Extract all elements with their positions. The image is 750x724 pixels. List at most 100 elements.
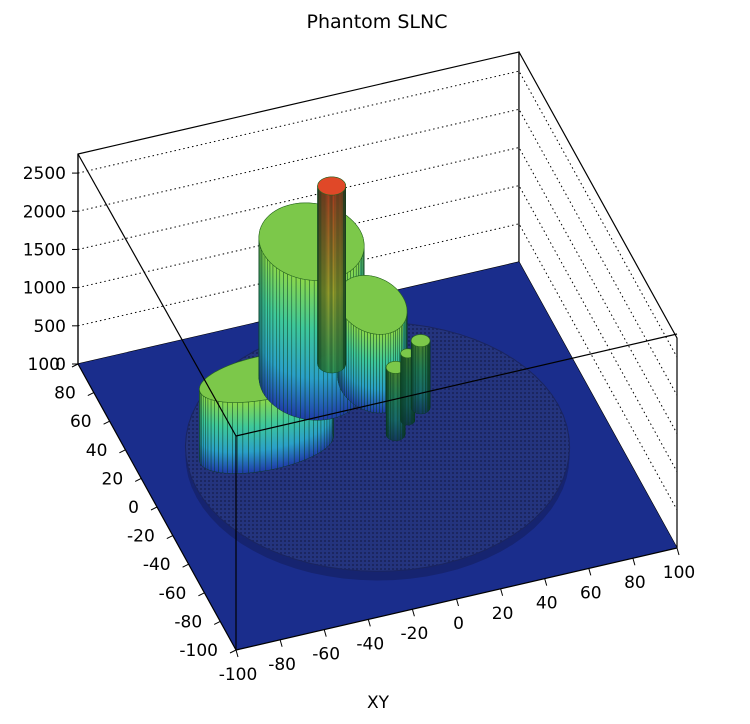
y-tick [71, 363, 79, 368]
x-tick [456, 598, 459, 607]
y-tick [229, 649, 237, 654]
right-lobe-facet [361, 329, 365, 411]
right-lobe-facet [379, 334, 383, 414]
x-tick [676, 547, 680, 556]
upper-lobe-facet [264, 255, 268, 400]
x-tick-label: 80 [624, 573, 646, 593]
x-tick [544, 578, 548, 586]
y-tick-label: 60 [70, 412, 92, 432]
right-lobe-facet [367, 332, 371, 413]
upper-lobe-facet [283, 271, 288, 415]
upper-lobe-facet [300, 278, 306, 420]
z-tick-label: 1000 [23, 279, 66, 299]
x-axis-title: XY [367, 693, 390, 713]
right-lobe-facet [376, 333, 380, 414]
y-tick-label: 100 [28, 355, 60, 375]
y-tick [213, 620, 221, 625]
x-tick-label: -40 [356, 634, 384, 654]
z-tick-label: 1500 [23, 240, 66, 260]
frame-edge [77, 153, 237, 437]
right-lobe-facet [358, 328, 362, 410]
y-tick [134, 477, 142, 482]
y-tick-label: -20 [127, 527, 155, 547]
y-tick-label: 80 [54, 384, 76, 404]
x-tick [588, 568, 592, 576]
left-lobe-facet [259, 399, 266, 472]
x-tick-label: 40 [536, 594, 558, 614]
peak-top [317, 176, 347, 196]
y-tick [103, 420, 110, 425]
upper-lobe-facet [261, 249, 264, 393]
right-lobe-facet [348, 320, 352, 403]
right-lobe-facet [355, 326, 360, 408]
upper-lobe-facet [262, 252, 266, 397]
y-tick-label: 0 [128, 498, 139, 518]
left-lobe-facet [202, 395, 206, 469]
y-tick-label: -100 [179, 641, 218, 661]
upper-lobe-facet [276, 267, 280, 411]
left-lobe-facet [214, 400, 219, 473]
x-tick [500, 588, 504, 596]
left-lobe-facet [207, 398, 212, 471]
y-tick [150, 506, 158, 511]
x-tick [367, 619, 371, 627]
z-tick-label: 2500 [23, 164, 66, 184]
right-lobe-facet [364, 331, 368, 412]
upper-lobe-facet [295, 277, 301, 419]
left-lobe-facet [232, 402, 238, 474]
x-tick [632, 558, 636, 566]
x-tick [411, 609, 415, 617]
upper-lobe-facet [309, 279, 315, 421]
upper-lobe-facet [272, 264, 277, 408]
y-tick-label: 20 [102, 469, 124, 489]
x-tick [323, 629, 327, 637]
upper-lobe-facet [269, 261, 274, 406]
x-tick-label: -60 [312, 645, 340, 665]
y-tick [87, 392, 95, 397]
left-lobe-facet [248, 401, 255, 474]
left-lobe-facet [265, 398, 272, 471]
y-tick-label: -80 [174, 612, 202, 632]
right-lobe-facet [373, 333, 377, 414]
right-lobe-facet [370, 332, 374, 413]
y-tick-label: -60 [159, 584, 187, 604]
upper-lobe-facet [304, 279, 310, 421]
x-tick [235, 649, 239, 658]
left-lobe-facet [227, 402, 233, 474]
axis-labels: 05001000150020002500-100-80-60-40-200204… [23, 164, 695, 685]
x-tick-label: -80 [268, 655, 296, 675]
upper-lobe-facet [267, 258, 271, 403]
left-lobe-facet [210, 399, 215, 472]
right-lobe-facet [350, 322, 354, 405]
x-tick-label: -20 [401, 624, 429, 644]
y-tick [166, 535, 174, 540]
left-lobe-facet [253, 400, 261, 473]
y-tick-label: -40 [143, 555, 171, 575]
upper-lobe-facet [279, 269, 284, 413]
chart-title: Phantom SLNC [307, 11, 448, 33]
upper-lobe-facet [291, 275, 297, 418]
x-tick-label: 20 [492, 604, 514, 624]
z-tick-label: 2000 [23, 202, 66, 222]
x-tick-label: -100 [219, 665, 258, 685]
z-tick-label: 0 [55, 355, 66, 375]
column-3-top [410, 334, 431, 348]
histogram-bars [199, 176, 431, 474]
left-lobe-facet [237, 402, 244, 474]
y-tick [198, 592, 205, 597]
left-lobe-facet [201, 393, 204, 468]
y-tick [182, 563, 189, 568]
left-lobe-facet [222, 401, 228, 474]
column-1 [385, 360, 406, 441]
peak [317, 176, 347, 374]
frame-edge [235, 333, 678, 437]
x-tick-label: 100 [663, 563, 695, 583]
right-lobe-facet [353, 324, 357, 407]
x-tick-label: 60 [580, 583, 602, 603]
right-lobe-facet [346, 318, 349, 401]
upper-lobe-facet [287, 273, 292, 416]
left-lobe-facet [205, 396, 209, 470]
left-lobe-facet [271, 397, 278, 470]
